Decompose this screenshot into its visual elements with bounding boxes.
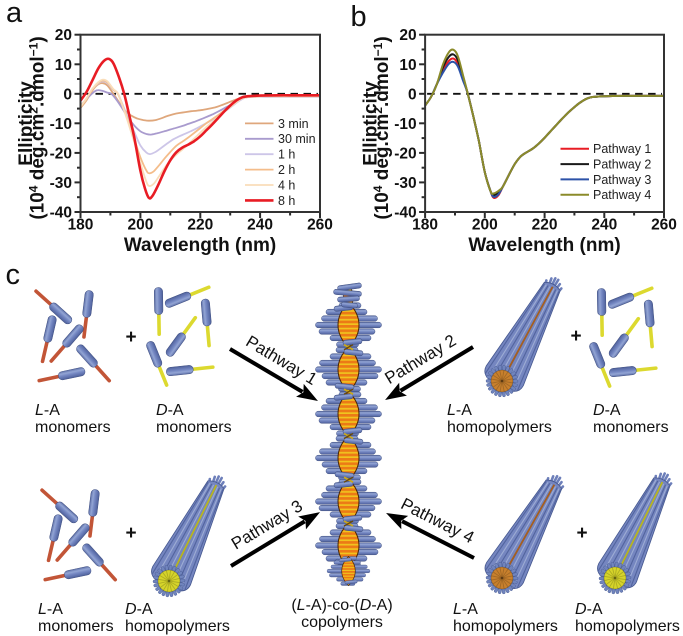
svg-text:+: + [125, 327, 136, 348]
svg-text:+: + [576, 523, 587, 544]
svg-text:Pathway 4: Pathway 4 [593, 188, 651, 202]
svg-text:Ellipticity: Ellipticity [361, 81, 382, 166]
svg-text:4 h: 4 h [278, 178, 295, 192]
svg-text:D-A: D-A [575, 601, 603, 618]
svg-text:8 h: 8 h [278, 194, 295, 208]
svg-text:-20: -20 [50, 145, 72, 162]
svg-text:3 min: 3 min [278, 117, 309, 131]
svg-text:b: b [351, 1, 367, 33]
svg-text:+: + [570, 326, 581, 347]
svg-text:(104 deg.cm2.dmol−1): (104 deg.cm2.dmol−1) [371, 36, 393, 219]
svg-text:10: 10 [55, 57, 72, 74]
svg-text:homopolymers: homopolymers [125, 618, 230, 635]
svg-text:monomers: monomers [38, 618, 114, 635]
svg-text:homopolymers: homopolymers [575, 618, 680, 635]
svg-text:220: 220 [187, 217, 213, 234]
svg-text:-10: -10 [50, 116, 72, 133]
svg-text:220: 220 [532, 217, 558, 234]
svg-text:200: 200 [472, 217, 498, 234]
svg-text:-30: -30 [394, 175, 416, 192]
svg-text:a: a [6, 0, 23, 29]
svg-text:10: 10 [399, 57, 416, 74]
svg-text:240: 240 [247, 217, 273, 234]
svg-text:+: + [125, 523, 136, 544]
svg-text:(104 deg.cm2.dmol−1): (104 deg.cm2.dmol−1) [27, 36, 49, 219]
svg-text:L-A: L-A [453, 601, 478, 618]
svg-text:L-A: L-A [35, 402, 60, 419]
svg-text:Ellipticity: Ellipticity [16, 81, 37, 166]
svg-text:D-A: D-A [125, 601, 153, 618]
svg-text:D-A: D-A [593, 402, 621, 419]
svg-text:Pathway 3: Pathway 3 [593, 173, 651, 187]
svg-text:Wavelength (nm): Wavelength (nm) [468, 235, 620, 256]
svg-text:0: 0 [63, 86, 72, 103]
svg-text:Wavelength (nm): Wavelength (nm) [124, 235, 276, 256]
svg-text:-30: -30 [50, 175, 72, 192]
svg-text:D-A: D-A [156, 402, 184, 419]
svg-text:-40: -40 [50, 205, 72, 222]
svg-text:20: 20 [399, 27, 416, 44]
svg-text:homopolymers: homopolymers [447, 419, 552, 436]
svg-text:180: 180 [68, 217, 94, 234]
svg-text:200: 200 [127, 217, 153, 234]
svg-text:1 h: 1 h [278, 148, 295, 162]
svg-text:20: 20 [55, 27, 72, 44]
svg-text:-20: -20 [394, 145, 416, 162]
svg-text:30 min: 30 min [278, 132, 316, 146]
svg-text:-40: -40 [394, 205, 416, 222]
svg-text:c: c [6, 259, 21, 291]
svg-text:(L-A)-co-(D-A): (L-A)-co-(D-A) [291, 597, 392, 614]
svg-text:240: 240 [591, 217, 617, 234]
svg-text:Pathway 1: Pathway 1 [593, 142, 651, 156]
svg-text:homopolymers: homopolymers [453, 618, 558, 635]
svg-text:monomers: monomers [593, 419, 669, 436]
svg-text:monomers: monomers [156, 419, 232, 436]
svg-text:L-A: L-A [447, 402, 472, 419]
svg-text:0: 0 [408, 86, 417, 103]
svg-text:copolymers: copolymers [301, 614, 383, 631]
svg-text:260: 260 [307, 217, 333, 234]
svg-text:monomers: monomers [35, 419, 111, 436]
svg-text:260: 260 [651, 217, 677, 234]
svg-text:2 h: 2 h [278, 163, 295, 177]
svg-text:L-A: L-A [38, 601, 63, 618]
svg-text:-10: -10 [394, 116, 416, 133]
svg-text:180: 180 [412, 217, 438, 234]
svg-text:Pathway 2: Pathway 2 [593, 158, 651, 172]
